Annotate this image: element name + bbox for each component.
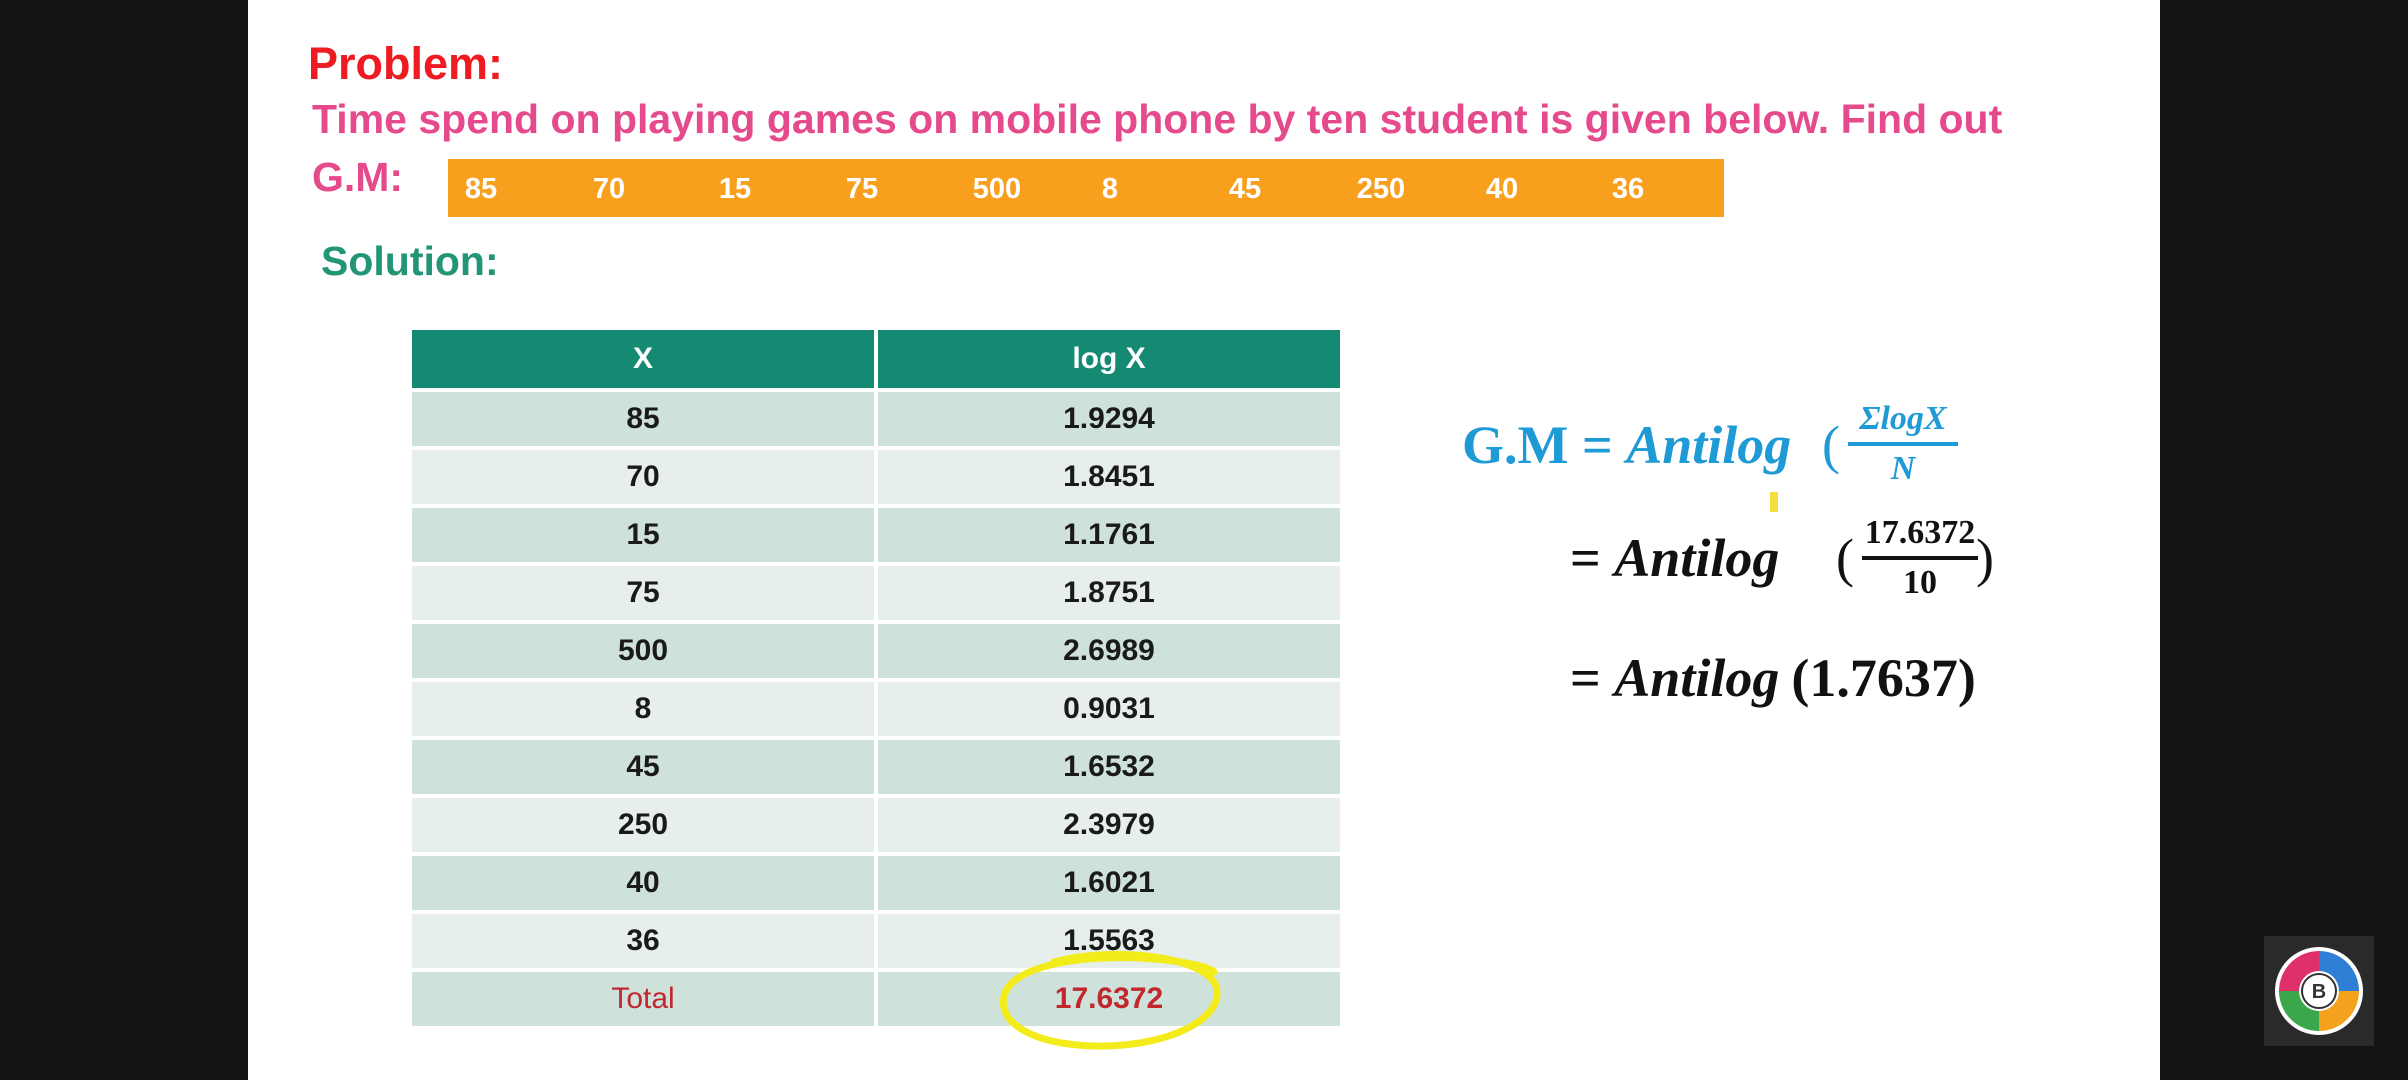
table-row: 40 1.6021 (412, 854, 1340, 914)
cell-x: 40 (412, 854, 878, 914)
slide: Problem: Time spend on playing games on … (248, 0, 2160, 1080)
fraction-general: ΣlogX N (1848, 400, 1958, 488)
cell-logx: 1.9294 (876, 390, 1340, 450)
data-value: 36 (1611, 173, 1645, 205)
column-header-logx: log X (876, 330, 1340, 392)
table-header-row: X log X (412, 330, 1340, 392)
total-row: Total 17.6372 (412, 970, 1340, 1030)
data-value: 15 (718, 173, 752, 205)
formula-antilog: Antilog (1614, 648, 1780, 708)
data-value: 40 (1485, 173, 1519, 205)
formula-equals: = (1570, 528, 1615, 588)
total-value: 17.6372 (876, 970, 1340, 1030)
table-row: 36 1.5563 (412, 912, 1340, 972)
cell-logx: 1.6021 (876, 854, 1340, 914)
cell-x: 85 (412, 390, 878, 450)
cell-x: 45 (412, 738, 878, 798)
fraction-denominator: 10 (1903, 564, 1937, 601)
data-value: 70 (592, 173, 626, 205)
fraction-bar (1848, 442, 1958, 446)
gm-label: G.M: (312, 154, 404, 200)
cell-x: 70 (412, 448, 878, 508)
formula-antilog: Antilog (1626, 415, 1792, 475)
formula-gm-lhs: G.M = (1462, 415, 1627, 475)
open-paren: ( (1836, 528, 1854, 588)
cell-x: 75 (412, 564, 878, 624)
cell-logx: 0.9031 (876, 680, 1340, 740)
problem-statement: Time spend on playing games on mobile ph… (312, 96, 2003, 142)
fraction-numerator: 17.6372 (1864, 514, 1976, 551)
data-value: 85 (464, 173, 498, 205)
table-row: 8 0.9031 (412, 680, 1340, 740)
cell-logx: 2.3979 (876, 796, 1340, 856)
formula-line-1: G.M = Antilog (1462, 414, 1791, 476)
cell-logx: 1.8451 (876, 448, 1340, 508)
open-paren: ( (1822, 415, 1840, 475)
cell-x: 15 (412, 506, 878, 566)
cell-logx: 2.6989 (876, 622, 1340, 682)
cell-x: 8 (412, 680, 878, 740)
solution-heading: Solution: (321, 238, 499, 284)
formula-line-2: = Antilog (1570, 527, 1779, 589)
table-row: 70 1.8451 (412, 448, 1340, 508)
channel-logo: B (2264, 936, 2374, 1046)
fraction-numerator: ΣlogX (1859, 400, 1947, 437)
data-value: 250 (1356, 173, 1406, 205)
table-row: 250 2.3979 (412, 796, 1340, 856)
table-row: 75 1.8751 (412, 564, 1340, 624)
fraction-values: 17.6372 10 (1862, 514, 1978, 602)
table-row: 45 1.6532 (412, 738, 1340, 798)
table-row: 85 1.9294 (412, 390, 1340, 450)
formula-line-3: = Antilog (1.7637) (1570, 647, 1976, 709)
problem-heading: Problem: (308, 38, 504, 89)
formula-equals: = (1570, 648, 1615, 708)
highlight-circle (999, 951, 1221, 1050)
data-value: 8 (1101, 173, 1119, 205)
channel-logo-icon: B (2275, 947, 2363, 1035)
cell-x: 250 (412, 796, 878, 856)
table-row: 15 1.1761 (412, 506, 1340, 566)
table-row: 500 2.6989 (412, 622, 1340, 682)
cell-x: 36 (412, 912, 878, 972)
cell-logx: 1.8751 (876, 564, 1340, 624)
cell-logx: 1.6532 (876, 738, 1340, 798)
data-values-bar: 85 70 15 75 500 8 45 250 40 36 (448, 159, 1724, 217)
column-header-x: X (412, 330, 878, 392)
data-value: 75 (845, 173, 879, 205)
formula-antilog: Antilog (1614, 528, 1780, 588)
cursor-mark (1770, 492, 1778, 512)
fraction-denominator: N (1890, 450, 1916, 487)
formula-result-arg: (1.7637) (1791, 648, 1976, 708)
svg-text:B: B (2312, 981, 2326, 1003)
cell-logx: 1.1761 (876, 506, 1340, 566)
cell-x: 500 (412, 622, 878, 682)
cell-logx: 1.5563 (876, 912, 1340, 972)
fraction-bar (1862, 556, 1978, 560)
close-paren: ) (1976, 528, 1994, 588)
data-value: 45 (1228, 173, 1262, 205)
data-value: 500 (972, 173, 1022, 205)
log-table: X log X 85 1.9294 70 1.8451 15 1.1761 75 1.8… (412, 330, 1340, 1030)
total-label: Total (412, 970, 878, 1030)
